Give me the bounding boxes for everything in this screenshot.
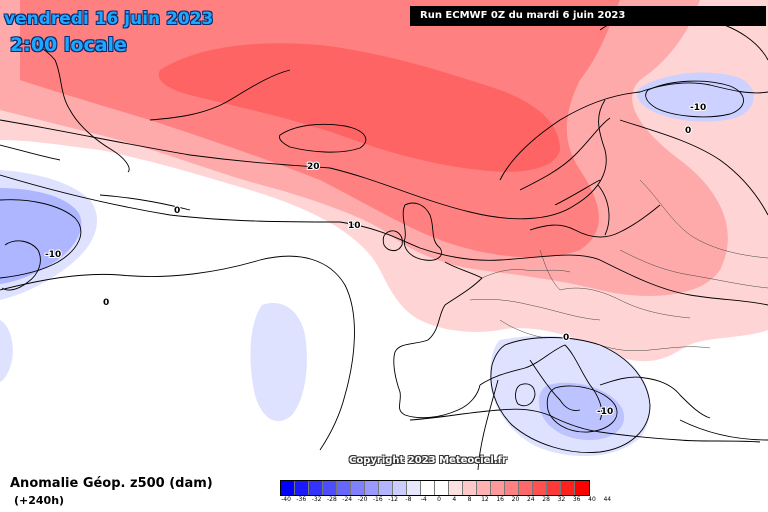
scale-swatch [547,481,561,495]
scale-tick-label: 40 [588,496,596,503]
run-info-banner: Run ECMWF 0Z du mardi 6 juin 2023 [410,6,766,26]
scale-tick-label: -20 [357,496,368,503]
scale-tick-label: 0 [437,496,441,503]
baltic-coast [529,204,661,238]
scale-tick-label: 24 [526,496,535,503]
north-africa-coast [409,408,761,443]
scale-swatch [365,481,379,495]
coastlines [1,43,768,443]
contour-west-low [0,199,82,279]
scale-swatch [393,481,407,495]
scale-swatch [407,481,421,495]
italy-coast [515,359,581,411]
contour-label: 0 [563,333,569,343]
contour-med-core [546,385,618,433]
scale-tick-label: 16 [496,496,505,503]
scale-tick-label: -12 [388,496,398,503]
negative-anomaly-west-core [0,188,82,284]
scale-swatch [435,481,449,495]
scale-tick-label: -16 [372,496,383,503]
color-scale [280,480,590,496]
scale-tick-label: -4 [420,496,427,503]
scale-tick-label: -8 [405,496,412,503]
iceland-coast [279,123,367,153]
scale-swatch [533,481,547,495]
contour-med-low [490,337,651,453]
scale-tick-label: 8 [467,496,472,503]
scale-swatch [519,481,533,495]
greenland-east-coast [149,69,291,121]
valid-date: vendredi 16 juin 2023 [4,9,214,29]
scale-tick-label: -24 [342,496,353,503]
scale-tick-label: -36 [296,496,307,503]
scale-tick-label: -32 [311,496,322,503]
contour-10 [0,174,768,306]
scale-swatch [295,481,309,495]
anomaly-contours [0,13,768,470]
scale-tick-label: 32 [557,496,566,503]
scale-tick-label: 36 [572,496,581,503]
scale-swatch [505,481,519,495]
contour-label: -10 [690,103,706,113]
positive-anomaly-max [158,43,560,172]
contour-20 [0,99,607,220]
scale-swatch [281,481,295,495]
scale-tick-label: 44 [603,496,612,503]
scale-swatch [463,481,477,495]
negative-anomaly-mediterranean-core [538,382,625,440]
contour-label: 0 [685,126,691,136]
scale-tick-label: -40 [281,496,291,503]
geopotential-anomaly-map: 20 10 0 -10 0 0 -10 0 -10 [0,0,768,470]
contour-label: 0 [174,206,180,216]
contour-0-south [477,379,768,470]
scale-swatch [561,481,575,495]
scale-swatch [309,481,323,495]
scale-tick-label: 28 [542,496,550,503]
contour-label: 20 [307,162,320,172]
europe-west-coast [393,261,483,419]
scale-tick-label: -28 [326,496,337,503]
contour-label: -10 [597,407,613,417]
scale-tick-label: 20 [511,496,520,503]
scale-tick-label: 12 [481,496,489,503]
contour-0-upper [0,144,191,211]
valid-time: 2:00 locale [10,34,127,56]
legend-panel: Anomalie Géop. z500 (dam) (+240h) -40 -36… [0,470,768,512]
scale-swatch [575,481,589,495]
scandinavia-coast [499,91,641,236]
mediterranean-north-coast [479,344,711,421]
contour-label: 0 [103,298,109,308]
contour-labels: 20 10 0 -10 0 0 -10 0 -10 [44,102,707,418]
scale-swatch [491,481,505,495]
negative-anomaly-atlantic [250,303,307,422]
scale-swatch [421,481,435,495]
color-scale-ticks: -40 -36 -32 -28 -24 -20 -16 -12 -8 -4 0 4 8 12 16 20 24 2… [280,496,640,506]
newfoundland-coast [1,240,41,291]
british-isles-coast [382,202,443,261]
negative-anomaly-west-edge [0,320,13,382]
contour-0-atlantic [0,255,355,451]
country-borders [469,179,768,352]
scale-swatch [337,481,351,495]
scale-tick-label: 4 [452,496,457,503]
greenland-coast [19,43,130,173]
scale-swatch [351,481,365,495]
russia-arctic-coast [639,82,768,94]
positive-anomaly-strong [20,0,620,258]
variable-title: Anomalie Géop. z500 (dam) [10,476,213,491]
contour-label: 10 [348,221,361,231]
scale-swatch [379,481,393,495]
contour-label: -10 [45,250,61,260]
copyright-notice: Copyright 2023 Meteociel.fr [349,455,507,466]
scale-swatch [323,481,337,495]
lead-time: (+240h) [14,494,65,507]
contour-russia-low [645,80,744,118]
scale-swatch [477,481,491,495]
scale-swatch [449,481,463,495]
